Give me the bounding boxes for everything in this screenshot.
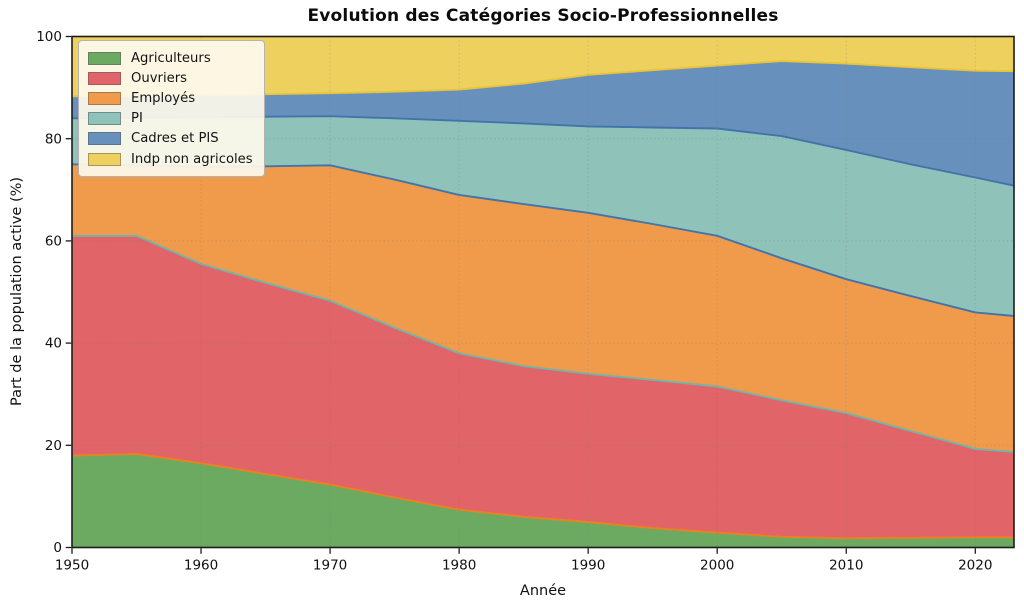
boundary-line — [72, 234, 1015, 453]
legend-item: Agriculteurs — [88, 48, 253, 68]
x-tick-label: 2000 — [700, 558, 734, 574]
y-tick-label: 100 — [36, 29, 62, 45]
area-agriculteurs — [72, 454, 1014, 548]
legend-label: Ouvriers — [131, 70, 188, 86]
legend-label: Indp non agricoles — [131, 151, 253, 167]
legend-label: Agriculteurs — [131, 50, 211, 66]
area-employ-s — [72, 164, 1014, 452]
legend: Agriculteurs Ouvriers Employés PI Cadres et … — [78, 40, 265, 178]
x-axis-label: Année — [519, 583, 567, 599]
y-tick-label: 60 — [45, 234, 62, 250]
x-tick-label: 1970 — [313, 558, 347, 574]
legend-item: Ouvriers — [88, 68, 253, 88]
legend-item: Employés — [88, 88, 253, 108]
x-tick-label: 1980 — [442, 558, 476, 574]
plot-frame — [71, 35, 1015, 549]
y-tick-label: 20 — [45, 438, 62, 454]
area-pi — [72, 116, 1014, 316]
area-ouvriers — [72, 235, 1014, 539]
x-tick-label: 2020 — [958, 558, 992, 574]
legend-swatch-icon — [88, 132, 121, 146]
x-tick-label: 1960 — [184, 558, 218, 574]
legend-label: PI — [131, 111, 143, 127]
axes-ticks-group: 1950 1960 1970 1980 1990 2000 2010 2020 0 20 40 60 8… — [36, 29, 1015, 574]
y-tick-label: 0 — [53, 540, 62, 556]
boundary-line — [71, 453, 1014, 540]
x-tick-label: 2010 — [829, 558, 863, 574]
chart-title: Evolution des Catégories Socio-Professio… — [307, 6, 779, 26]
x-tick-label: 1990 — [571, 558, 605, 574]
y-tick-label: 40 — [45, 336, 62, 352]
legend-item: Cadres et PIS — [88, 129, 253, 149]
legend-swatch-icon — [88, 91, 121, 105]
legend-label: Cadres et PIS — [131, 131, 219, 147]
y-tick-label: 80 — [45, 131, 62, 147]
legend-swatch-icon — [88, 51, 121, 65]
legend-label: Employés — [131, 90, 196, 106]
legend-item: Indp non agricoles — [88, 149, 253, 169]
area-series-group — [72, 36, 1014, 548]
legend-swatch-icon — [88, 112, 121, 126]
x-tick-label: 1950 — [55, 558, 89, 574]
legend-item: PI — [88, 109, 253, 129]
legend-swatch-icon — [88, 71, 121, 85]
area-indp-non-agricoles — [72, 36, 1014, 97]
legend-swatch-icon — [88, 152, 121, 166]
